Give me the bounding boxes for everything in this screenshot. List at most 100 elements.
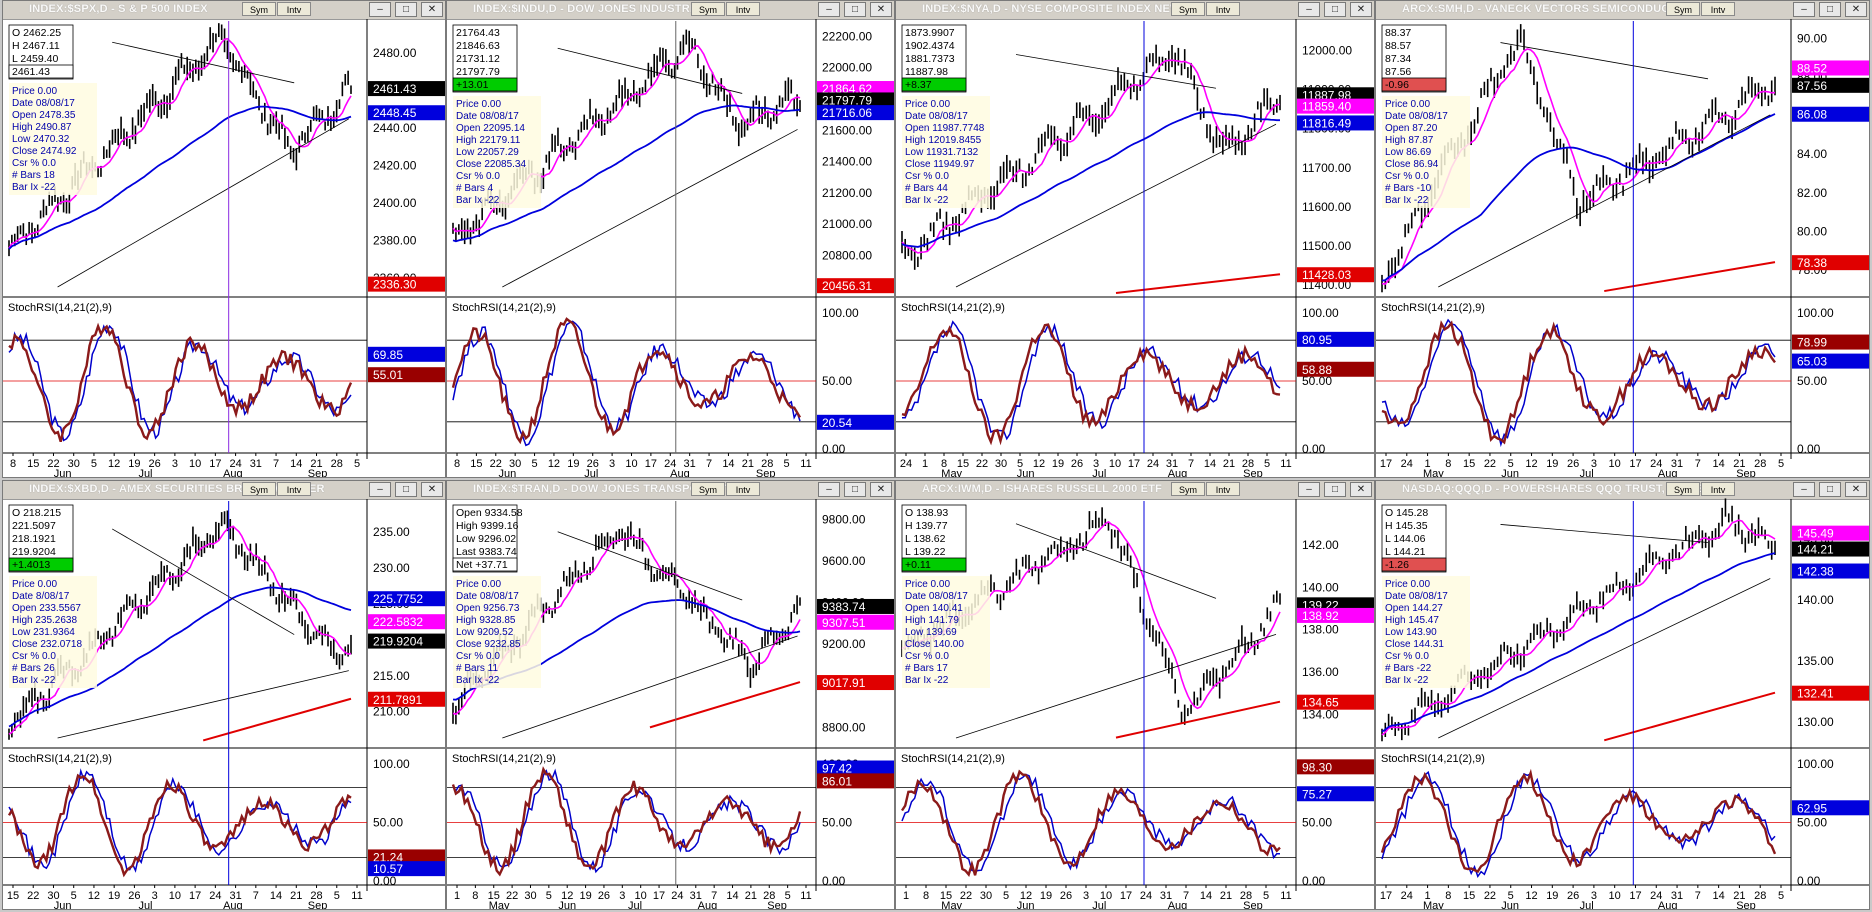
interval-button[interactable]: Intv [726,2,760,16]
close-button[interactable]: ✕ [870,2,892,17]
pane-titlebar[interactable]: INDEX:$NYA,D - NYSE COMPOSITE INDEX NEW S… [896,1,1374,20]
osc-tag [1792,334,1869,350]
info-line: Bar Ix -22 [905,195,949,206]
chart-canvas[interactable]: 235.00230.00225.00220.00215.00210.00100.… [3,481,446,910]
restore-button[interactable]: □ [844,2,866,17]
price-tag-label: 86.08 [1797,108,1827,122]
restore-button[interactable]: □ [1324,2,1346,17]
info-line: Close 232.0718 [12,639,82,650]
date-tick-label: 11 [351,890,362,902]
date-tick-label: 30 [68,458,80,470]
date-tick-label: 10 [1100,890,1112,902]
date-tick-label: 31 [684,458,696,470]
interval-button[interactable]: Intv [1206,2,1240,16]
price-tag-label: 145.49 [1797,527,1834,541]
chart-canvas[interactable]: 90.0088.0086.0084.0082.0080.0078.00100.0… [1376,1,1870,478]
interval-button[interactable]: Intv [1701,482,1735,496]
minimize-button[interactable]: – [369,2,391,17]
chart-pane[interactable]: INDEX:$TRAN,D - DOW JONES TRANSPORTATION… [446,480,895,910]
interval-button[interactable]: Intv [277,2,311,16]
close-button[interactable]: ✕ [1845,482,1867,497]
date-tick-label: 17 [189,890,201,902]
pane-titlebar[interactable]: ARCX:SMH,D - VANECK VECTORS SEMICONDUCTO… [1376,1,1869,20]
close-button[interactable]: ✕ [1350,2,1372,17]
price-tag [1297,694,1374,710]
date-tick-label: 15 [1463,458,1475,470]
restore-button[interactable]: □ [1819,482,1841,497]
chart-pane[interactable]: INDEX:$INDU,D - DOW JONES INDUSTRIALS Sym… [446,0,895,478]
chart-canvas[interactable]: 9800.009600.009400.009200.009000.008800.… [447,481,895,910]
interval-button[interactable]: Intv [1206,482,1240,496]
interval-button[interactable]: Intv [1701,2,1735,16]
month-label: Aug [1168,468,1188,478]
minimize-button[interactable]: – [1793,482,1815,497]
pane-titlebar[interactable]: NASDAQ:QQQ,D - POWERSHARES QQQ TRUST, SE… [1376,481,1869,500]
date-tick-label: 17 [1128,458,1140,470]
sym-button[interactable]: Sym [1171,482,1205,496]
red-ma-line [1604,261,1776,293]
sym-button[interactable]: Sym [1171,2,1205,16]
minimize-button[interactable]: – [818,2,840,17]
close-button[interactable]: ✕ [1845,2,1867,17]
chart-pane[interactable]: NASDAQ:QQQ,D - POWERSHARES QQQ TRUST, SE… [1375,480,1870,910]
month-label: Sep [1243,900,1263,910]
price-tag-label: 142.38 [1797,565,1834,579]
interval-button[interactable]: Intv [726,482,760,496]
ohlc-line: 1881.7373 [905,53,955,65]
pane-titlebar[interactable]: INDEX:$TRAN,D - DOW JONES TRANSPORTATION… [447,481,894,500]
close-button[interactable]: ✕ [870,482,892,497]
sym-button[interactable]: Sym [242,482,276,496]
chart-canvas[interactable]: 145.00140.00135.00130.00100.0050.000.00S… [1376,481,1870,910]
sym-button[interactable]: Sym [691,482,725,496]
restore-button[interactable]: □ [395,482,417,497]
date-tick-label: 7 [253,890,259,902]
info-box [453,576,541,688]
close-button[interactable]: ✕ [1350,482,1372,497]
price-tick-label: 2440.00 [373,121,417,135]
minimize-button[interactable]: – [818,482,840,497]
restore-button[interactable]: □ [844,482,866,497]
minimize-button[interactable]: – [1298,482,1320,497]
sym-button[interactable]: Sym [1666,2,1700,16]
trend-line [1015,54,1217,89]
chart-pane[interactable]: INDEX:$NYA,D - NYSE COMPOSITE INDEX NEW S… [895,0,1375,478]
chart-pane[interactable]: INDEX:$SPX,D - S & P 500 INDEX Sym Intv – □ ✕… [2,0,446,478]
chart-pane[interactable]: ARCX:IWM,D - ISHARES RUSSELL 2000 ETF Sym… [895,480,1375,910]
pane-titlebar[interactable]: INDEX:$INDU,D - DOW JONES INDUSTRIALS Sym… [447,1,894,20]
restore-button[interactable]: □ [1819,2,1841,17]
ohlc-line: 87.56 [1385,66,1411,78]
minimize-button[interactable]: – [1793,2,1815,17]
close-button[interactable]: ✕ [421,482,443,497]
info-line: # Bars 18 [12,170,55,181]
net-change-label: 2461.43 [12,66,50,78]
info-line: Price 0.00 [456,579,501,590]
osc-label: StochRSI(14,21(2),9) [1381,753,1485,765]
restore-button[interactable]: □ [395,2,417,17]
pane-titlebar[interactable]: INDEX:$SPX,D - S & P 500 INDEX Sym Intv – □ ✕ [3,1,445,20]
sym-button[interactable]: Sym [691,2,725,16]
ohlc-line: Last 9383.74 [456,546,517,558]
restore-button[interactable]: □ [1324,482,1346,497]
sym-button[interactable]: Sym [1666,482,1700,496]
chart-canvas[interactable]: 22200.0022000.0021800.0021600.0021400.00… [447,1,895,478]
date-tick-label: 3 [609,458,615,470]
minimize-button[interactable]: – [369,482,391,497]
osc-tag [1792,353,1869,369]
chart-canvas[interactable]: 2480.002460.002440.002420.002400.002380.… [3,1,446,478]
ohlc-line: 11887.98 [905,66,948,78]
pane-titlebar[interactable]: INDEX:$XBD,D - AMEX SECURITIES BROKER/DE… [3,481,445,500]
chart-pane[interactable]: ARCX:SMH,D - VANECK VECTORS SEMICONDUCTO… [1375,0,1870,478]
sym-button[interactable]: Sym [242,2,276,16]
chart-canvas[interactable]: 142.00 140.00 138.00 136.00 134.00 10 0.00 50.0… [896,481,1375,910]
info-line: High 22179.11 [456,135,521,146]
pane-titlebar[interactable]: ARCX:IWM,D - ISHARES RUSSELL 2000 ETF Sym… [896,481,1374,500]
price-tag-label: 11428.03 [1302,268,1351,282]
minimize-button[interactable]: – [1298,2,1320,17]
price-tag [1792,77,1869,93]
osc-tick-label: 100.00 [1797,757,1834,771]
chart-canvas[interactable]: 12000.0011900.0011800.0011700.0011600.00… [896,1,1375,478]
close-button[interactable]: ✕ [421,2,443,17]
interval-button[interactable]: Intv [277,482,311,496]
chart-pane[interactable]: INDEX:$XBD,D - AMEX SECURITIES BROKER/DE… [2,480,446,910]
info-box [9,83,97,195]
